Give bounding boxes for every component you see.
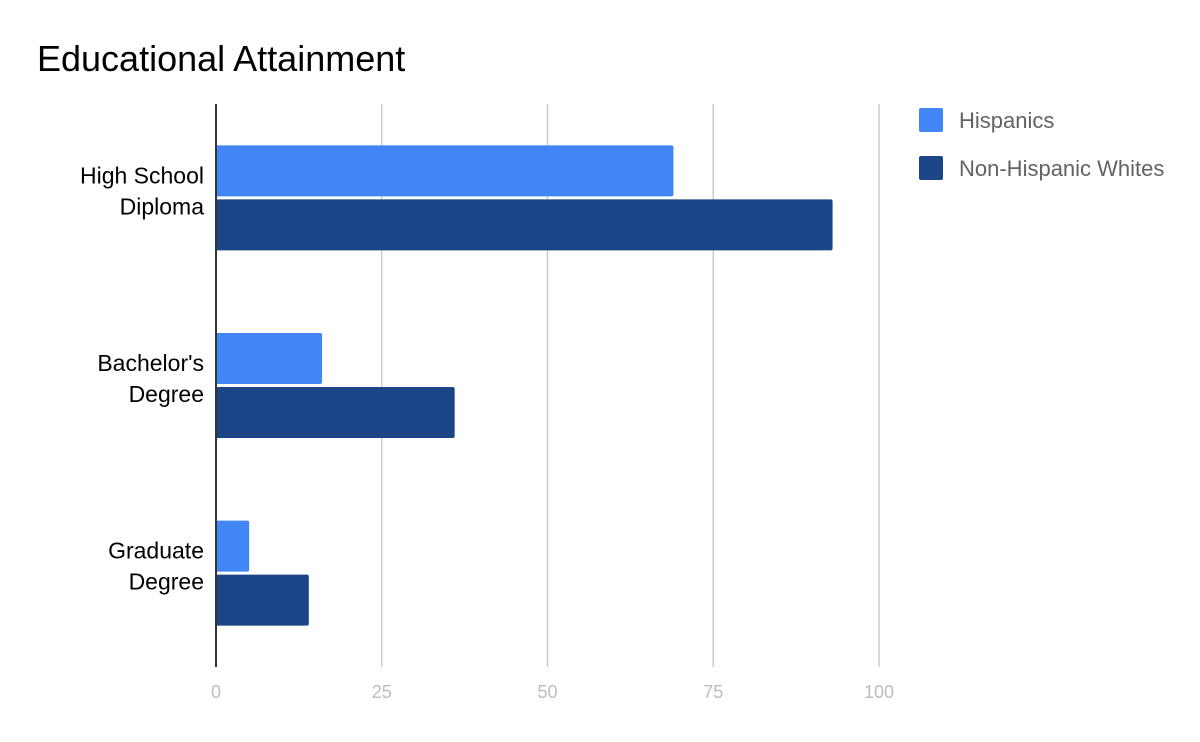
category-label-1-line-0: Bachelor's [97,350,204,376]
bar-hispanics-0 [216,145,674,197]
x-tick-label-75: 75 [703,682,723,702]
x-tick-label-100: 100 [864,682,894,702]
legend-swatch-0 [919,108,943,132]
chart-title: Educational Attainment [37,38,405,79]
x-tick-label-25: 25 [372,682,392,702]
legend-swatch-1 [919,156,943,180]
legend-label-0: Hispanics [959,108,1054,133]
bar-non-hispanic-whites-2 [216,574,309,626]
x-tick-label-50: 50 [537,682,557,702]
category-label-0-line-0: High School [80,162,204,188]
category-label-2-line-0: Graduate [108,538,204,564]
bar-hispanics-1 [216,333,323,384]
bar-non-hispanic-whites-1 [216,387,455,438]
x-tick-label-0: 0 [211,682,221,702]
bar-non-hispanic-whites-0 [216,199,833,251]
category-label-1-line-1: Degree [129,381,204,407]
legend-label-1: Non-Hispanic Whites [959,156,1164,181]
bar-hispanics-2 [216,520,250,572]
category-label-0-line-1: Diploma [120,193,205,219]
category-label-2-line-1: Degree [129,569,204,595]
